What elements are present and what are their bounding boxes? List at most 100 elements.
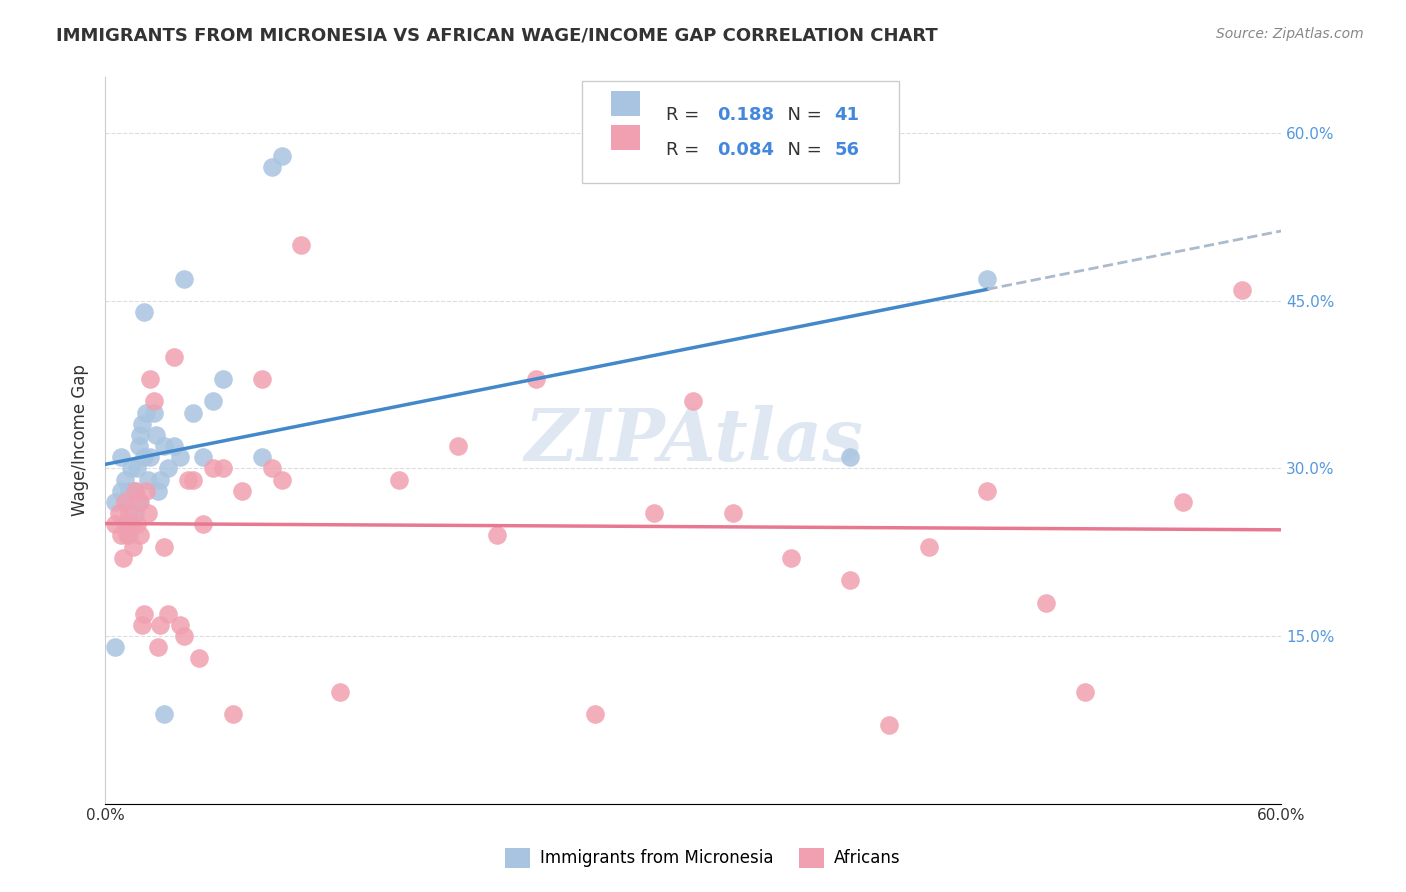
Point [917, 540, 939, 554]
Point [120, 461, 142, 475]
Point [173, 271, 195, 285]
Point [129, 495, 152, 509]
Point [124, 506, 146, 520]
Point [156, 607, 179, 621]
Point [1173, 495, 1195, 509]
Text: N =: N = [776, 106, 827, 125]
FancyBboxPatch shape [582, 81, 900, 183]
Point [104, 640, 127, 655]
Point [128, 439, 150, 453]
Point [114, 495, 136, 509]
Point [183, 473, 205, 487]
Point [1230, 283, 1253, 297]
Point [110, 528, 132, 542]
Point [486, 528, 509, 542]
Text: R =: R = [666, 141, 706, 159]
Point [583, 707, 606, 722]
Point [131, 618, 153, 632]
Point [1074, 685, 1097, 699]
Text: Source: ZipAtlas.com: Source: ZipAtlas.com [1216, 27, 1364, 41]
Point [270, 473, 292, 487]
Point [879, 718, 901, 732]
Point [839, 573, 862, 587]
Point [135, 483, 157, 498]
Point [129, 428, 152, 442]
Point [115, 528, 138, 542]
Point [976, 483, 998, 498]
Point [721, 506, 744, 520]
Text: 56: 56 [834, 141, 859, 159]
Point [129, 528, 152, 542]
Point [149, 618, 172, 632]
Point [329, 685, 352, 699]
Point [976, 271, 998, 285]
Text: 0.188: 0.188 [717, 106, 773, 125]
Point [104, 517, 127, 532]
Point [128, 495, 150, 509]
Point [839, 450, 862, 465]
Point [124, 483, 146, 498]
Point [211, 372, 233, 386]
Point [193, 450, 215, 465]
Point [153, 540, 176, 554]
Point [250, 450, 273, 465]
Point [145, 428, 167, 442]
Point [139, 450, 162, 465]
Bar [612, 90, 640, 116]
Point [139, 372, 162, 386]
Point [188, 651, 211, 665]
Point [211, 461, 233, 475]
Point [156, 461, 179, 475]
Legend: Immigrants from Micronesia, Africans: Immigrants from Micronesia, Africans [499, 841, 907, 875]
Point [118, 483, 141, 498]
Point [134, 450, 156, 465]
Point [114, 517, 136, 532]
Text: N =: N = [776, 141, 827, 159]
Point [134, 607, 156, 621]
Text: ZIPAtlas: ZIPAtlas [524, 405, 863, 476]
Point [526, 372, 548, 386]
Point [121, 540, 143, 554]
Point [643, 506, 665, 520]
Point [1035, 595, 1057, 609]
Point [108, 506, 131, 520]
Point [153, 707, 176, 722]
Point [169, 450, 191, 465]
Point [114, 495, 136, 509]
Point [388, 473, 411, 487]
Point [193, 517, 215, 532]
Bar [612, 125, 640, 150]
Point [125, 461, 148, 475]
Point [146, 483, 169, 498]
Point [124, 483, 146, 498]
Point [250, 372, 273, 386]
Point [149, 473, 172, 487]
Text: 0.084: 0.084 [717, 141, 773, 159]
Point [135, 406, 157, 420]
Point [221, 707, 243, 722]
Point [169, 618, 191, 632]
Y-axis label: Wage/Income Gap: Wage/Income Gap [72, 365, 89, 516]
Point [270, 148, 292, 162]
Point [231, 483, 253, 498]
Point [682, 394, 704, 409]
Point [125, 517, 148, 532]
Point [153, 439, 176, 453]
Point [163, 439, 186, 453]
Point [183, 406, 205, 420]
Point [143, 394, 166, 409]
Point [138, 506, 160, 520]
Point [118, 506, 141, 520]
Point [202, 461, 225, 475]
Point [260, 160, 283, 174]
Point [447, 439, 470, 453]
Point [120, 517, 142, 532]
Point [143, 406, 166, 420]
Text: R =: R = [666, 106, 706, 125]
Text: IMMIGRANTS FROM MICRONESIA VS AFRICAN WAGE/INCOME GAP CORRELATION CHART: IMMIGRANTS FROM MICRONESIA VS AFRICAN WA… [56, 27, 938, 45]
Point [111, 550, 134, 565]
Point [146, 640, 169, 655]
Point [780, 550, 803, 565]
Point [176, 473, 198, 487]
Text: 41: 41 [834, 106, 859, 125]
